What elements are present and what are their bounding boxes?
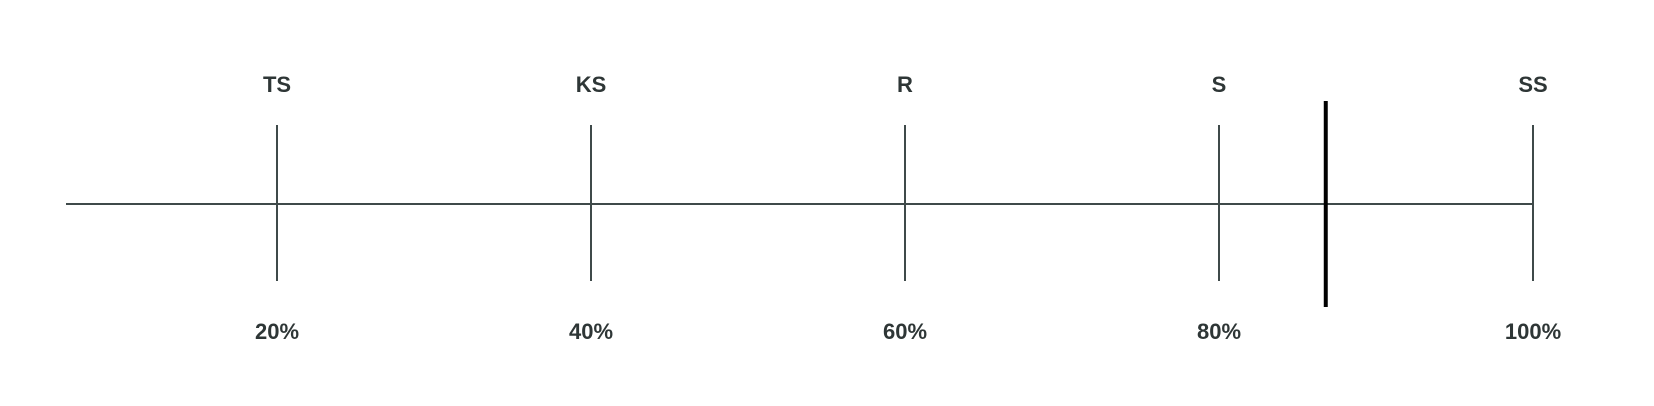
tick-top-label: S [1212,72,1227,97]
tick-bottom-label: 20% [255,319,299,344]
tick-top-label: SS [1518,72,1547,97]
tick-bottom-label: 80% [1197,319,1241,344]
tick-bottom-label: 40% [569,319,613,344]
tick-top-label: R [897,72,913,97]
tick-group: TS 20% KS 40% R 60% S 80% SS 100% [255,72,1561,344]
tick-top-label: TS [263,72,291,97]
tick-bottom-label: 60% [883,319,927,344]
tick-bottom-label: 100% [1505,319,1561,344]
tick-top-label: KS [576,72,607,97]
